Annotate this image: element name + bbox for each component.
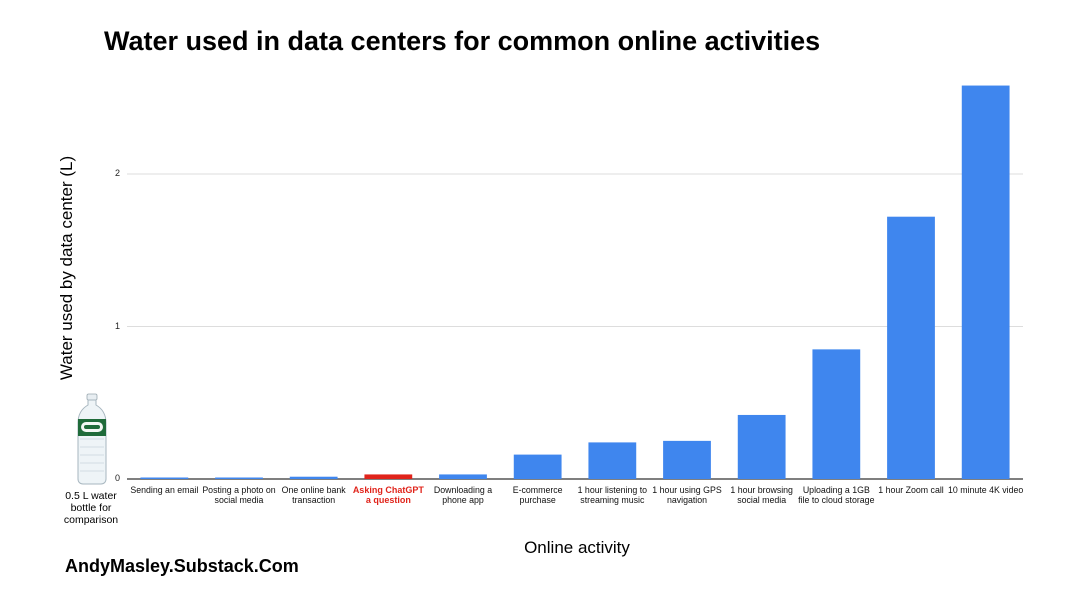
bar [887,216,935,479]
bar [439,474,487,479]
water-bottle-icon [77,393,107,485]
category-label: Uploading a 1GB file to cloud storage [798,485,875,505]
category-label: Asking ChatGPT a question [352,485,424,505]
bar [215,477,263,479]
bar [588,442,637,479]
source-credit: AndyMasley.Substack.Com [65,556,299,576]
bar [737,414,786,479]
category-label: One online bank transaction [281,485,346,505]
category-label: 10 minute 4K video [948,485,1024,495]
bar [289,476,338,479]
y-tick-label: 2 [114,168,120,178]
bottle-caption: 0.5 L water bottle for comparison [63,490,119,526]
chart-title: Water used in data centers for common on… [104,26,821,56]
y-tick-label: 0 [114,473,120,483]
y-tick-label: 1 [114,320,120,331]
category-label: Downloading a phone app [433,485,493,505]
category-label: 1 hour listening to streaming music [577,485,648,505]
category-label: E-commerce purchase [512,485,563,505]
bar [140,477,189,479]
category-label: Sending an email [130,485,199,495]
bar [961,85,1010,480]
bar [513,454,562,479]
bar [663,440,711,479]
category-label: Posting a photo on social media [202,485,276,505]
bar [812,349,861,479]
x-axis-label: Online activity [524,538,630,557]
category-label: 1 hour Zoom call [878,485,944,495]
category-label: 1 hour using GPS navigation [652,485,722,505]
bar [364,474,413,479]
category-label: 1 hour browsing social media [730,485,793,505]
